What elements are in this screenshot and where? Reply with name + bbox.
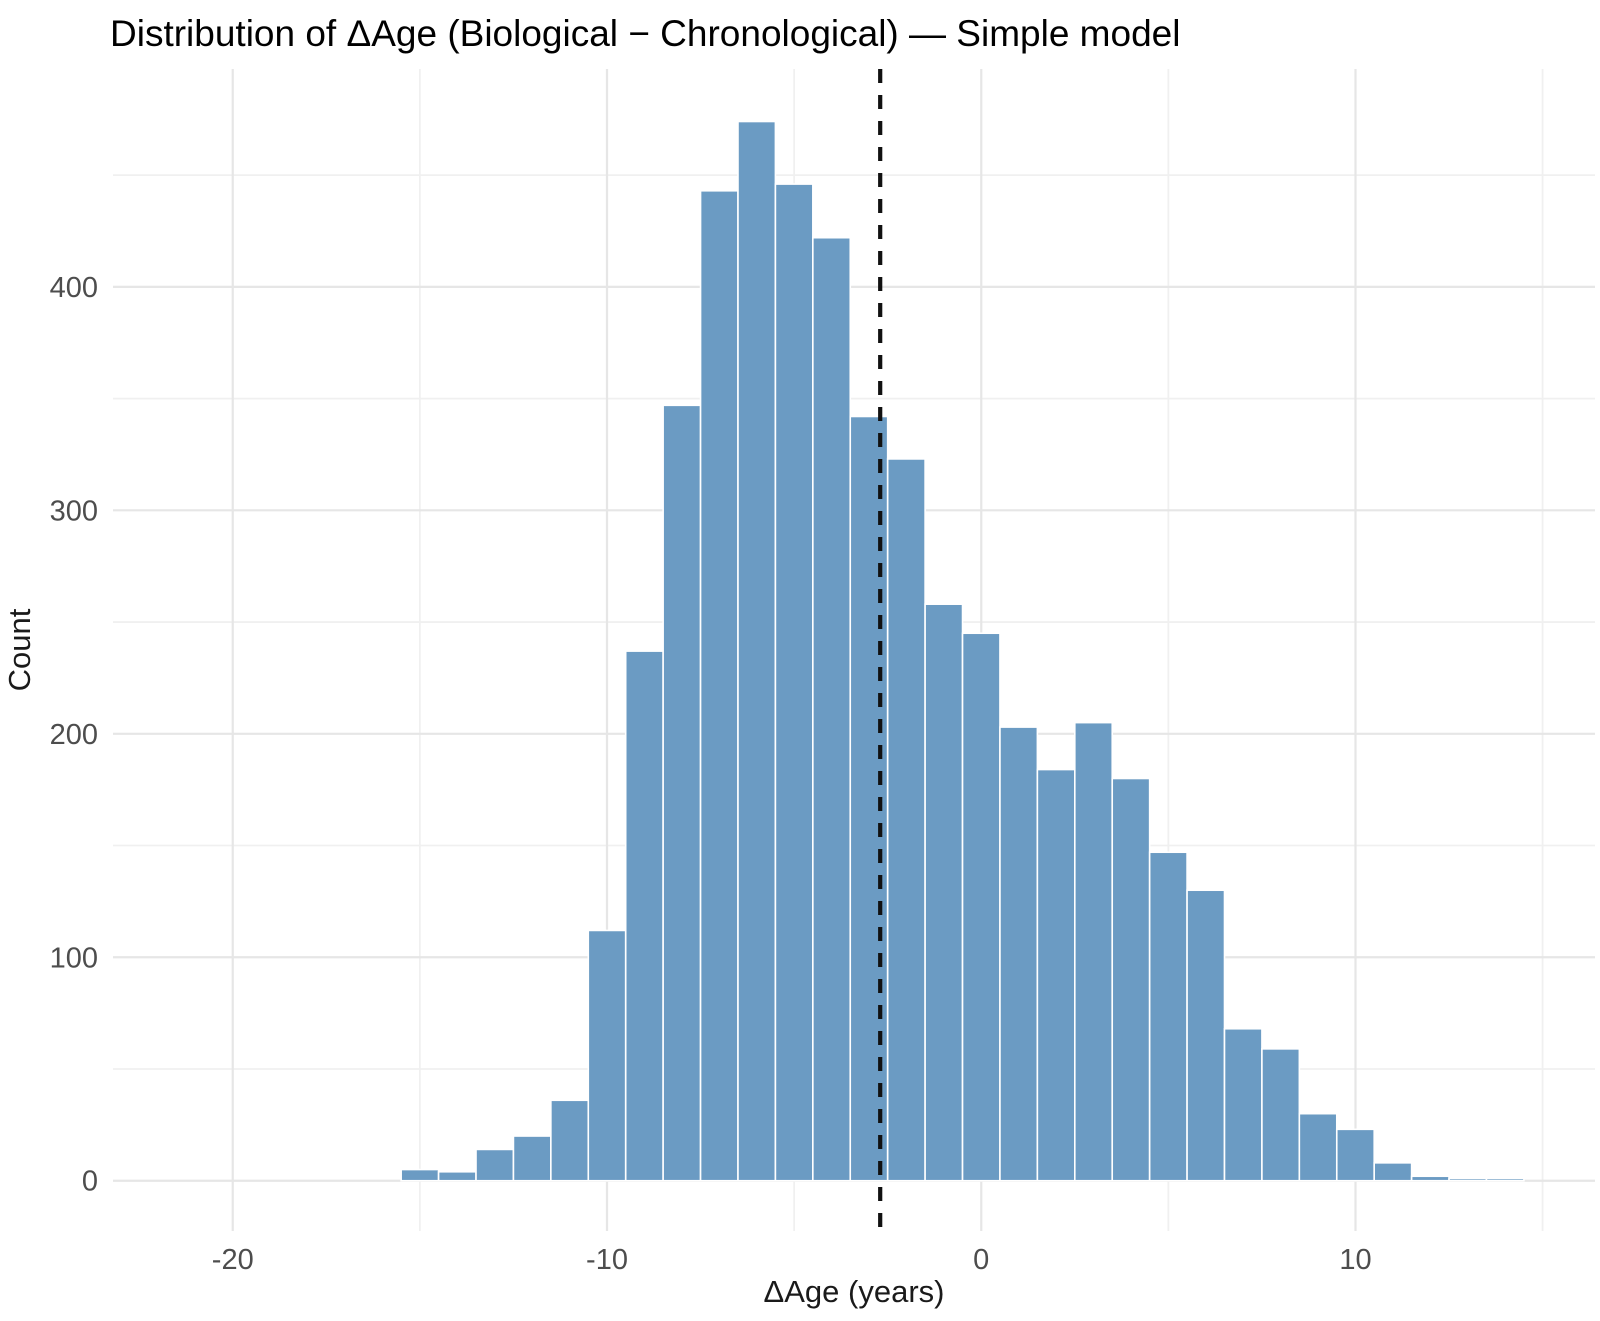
histogram-bar <box>924 603 964 1182</box>
y-tick-label: 100 <box>50 942 98 974</box>
histogram-bar <box>1448 1177 1488 1182</box>
histogram-bar <box>662 404 702 1182</box>
x-axis-title: ΔAge (years) <box>764 1274 945 1309</box>
histogram-bar <box>1410 1175 1450 1182</box>
histogram-bar <box>624 650 664 1182</box>
histogram-bar <box>1223 1027 1263 1182</box>
histogram-bar <box>886 458 926 1182</box>
histogram-bar <box>1485 1177 1525 1182</box>
x-tick-label: -20 <box>212 1244 254 1276</box>
y-tick-label: 300 <box>50 495 98 527</box>
y-axis-title: Count <box>2 608 37 691</box>
histogram-bar <box>1261 1048 1301 1182</box>
histogram-bar <box>1036 768 1076 1182</box>
histogram-bar <box>812 236 852 1182</box>
histogram-bar <box>1111 777 1151 1182</box>
histogram-bar <box>699 189 739 1182</box>
histogram-bar <box>512 1135 552 1182</box>
histogram-bar <box>774 183 814 1182</box>
x-tick-labels: -20 -10 0 10 <box>212 1244 1372 1276</box>
x-tick-label: 0 <box>973 1244 989 1276</box>
histogram-bar <box>999 726 1039 1182</box>
y-tick-label: 0 <box>82 1166 98 1198</box>
x-tick-label: -10 <box>586 1244 628 1276</box>
x-tick-label: 10 <box>1339 1244 1371 1276</box>
histogram-bar <box>587 929 627 1182</box>
histogram-bar <box>400 1168 440 1182</box>
y-tick-label: 400 <box>50 272 98 304</box>
histogram-bar <box>1074 721 1114 1182</box>
histogram-bars <box>400 120 1525 1182</box>
histogram-bar <box>550 1099 590 1182</box>
histogram-bar <box>1335 1128 1375 1182</box>
plot-title: Distribution of ΔAge (Biological − Chron… <box>110 13 1180 54</box>
y-tick-label: 200 <box>50 719 98 751</box>
histogram-bar <box>1186 889 1226 1182</box>
histogram-bar <box>961 632 1001 1182</box>
histogram-bar <box>1298 1112 1338 1182</box>
histogram-bar <box>737 120 777 1182</box>
histogram-bar <box>437 1170 477 1182</box>
y-tick-labels: 0 100 200 300 400 <box>50 272 98 1198</box>
histogram-bar <box>1373 1162 1413 1182</box>
histogram-bar <box>475 1148 515 1182</box>
histogram-bar <box>1148 851 1188 1182</box>
